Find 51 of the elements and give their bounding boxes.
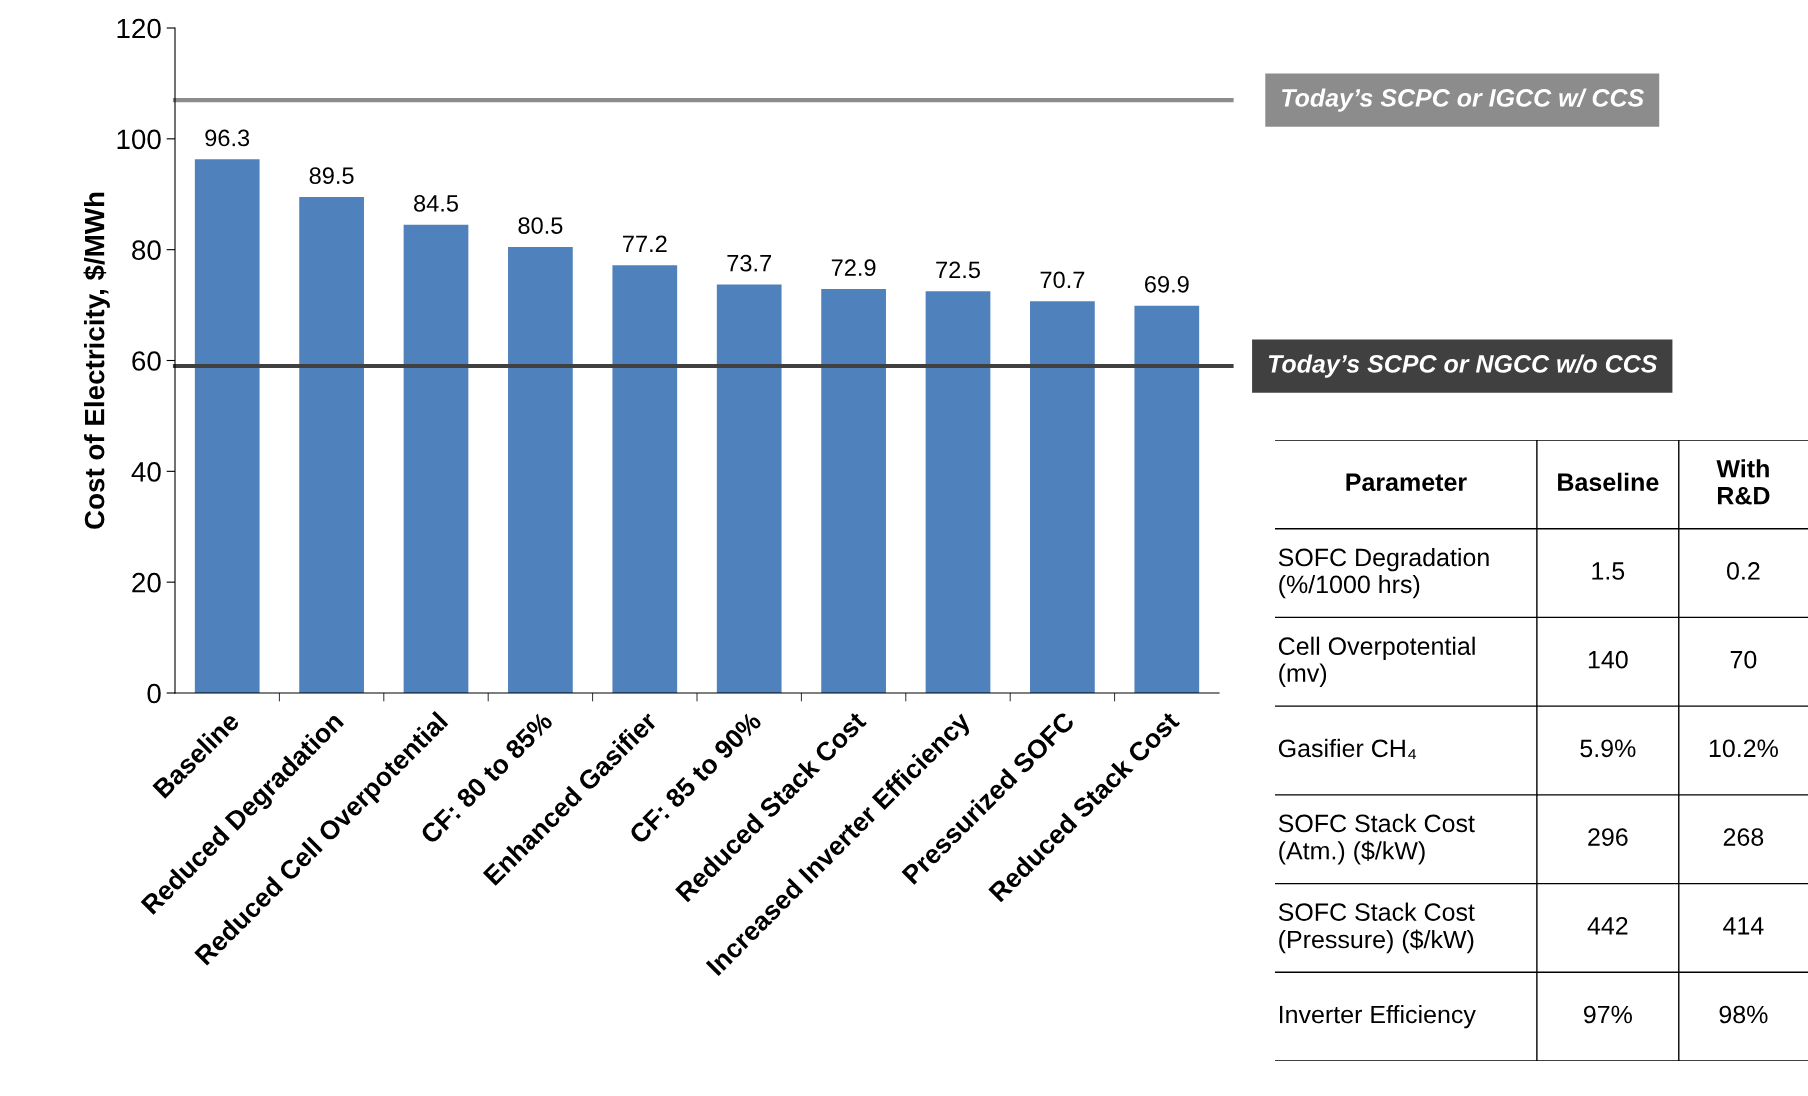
data-label: 72.9 xyxy=(831,259,876,277)
text: 0.2 xyxy=(1727,562,1760,580)
y-tick-label: 120 xyxy=(117,18,161,39)
bar xyxy=(299,197,364,693)
text: 442 xyxy=(1587,916,1628,935)
text: 10.2% xyxy=(1709,739,1778,758)
y-tick-label: 100 xyxy=(117,129,161,150)
text: Baseline xyxy=(1558,472,1659,492)
text: 98% xyxy=(1719,1005,1768,1024)
data-label: 77.2 xyxy=(623,235,667,252)
y-tick-label: 0 xyxy=(147,683,161,704)
y-tick-label: 40 xyxy=(131,462,161,482)
text: 1.5 xyxy=(1592,562,1625,580)
text: SOFC Degradation (%/1000 hrs) xyxy=(1278,547,1489,599)
text: 414 xyxy=(1723,917,1764,935)
bar xyxy=(508,246,573,693)
data-label: 72.5 xyxy=(936,261,980,279)
text: 97% xyxy=(1583,1005,1632,1024)
data-label: 70.7 xyxy=(1040,271,1085,289)
y-tick-label: 80 xyxy=(132,240,161,261)
text: 268 xyxy=(1723,828,1764,846)
data-label: 84.5 xyxy=(414,195,458,212)
bar xyxy=(403,224,469,693)
text: 70 xyxy=(1730,650,1757,669)
text: Inverter Efficiency xyxy=(1279,1004,1476,1029)
text: Gasifier CH₄ xyxy=(1278,738,1417,760)
data-label: 96.3 xyxy=(205,129,250,147)
text: 5.9% xyxy=(1580,739,1636,758)
y-tick-label: 60 xyxy=(132,351,161,371)
text: With R&D xyxy=(1716,459,1770,505)
bar xyxy=(716,284,782,693)
bar xyxy=(1030,301,1095,693)
data-label: 80.5 xyxy=(518,217,563,234)
data-label: 73.7 xyxy=(727,254,771,272)
text: 140 xyxy=(1588,650,1628,669)
bar xyxy=(821,289,886,693)
bar xyxy=(925,291,991,693)
text: SOFC Stack Cost (Atm.) ($/kW) xyxy=(1278,813,1475,865)
bar xyxy=(194,159,260,693)
text: SOFC Stack Cost (Pressure) ($/kW) xyxy=(1278,902,1475,954)
ref-line-label: Today’s SCPC or IGCC w/ CCS xyxy=(1282,88,1644,112)
data-label: 69.9 xyxy=(1145,275,1189,293)
text: Parameter xyxy=(1346,473,1467,492)
text: 296 xyxy=(1588,828,1628,846)
ref-line-label: Today’s SCPC or NGCC w/o CCS xyxy=(1268,354,1658,378)
bar xyxy=(612,265,678,693)
bar xyxy=(1134,305,1200,693)
y-axis-title: Cost of Electricity, $/MWh xyxy=(83,192,110,529)
data-label: 89.5 xyxy=(309,167,354,185)
y-tick-label: 20 xyxy=(132,572,161,593)
text: Cell Overpotential (mv) xyxy=(1278,636,1475,687)
